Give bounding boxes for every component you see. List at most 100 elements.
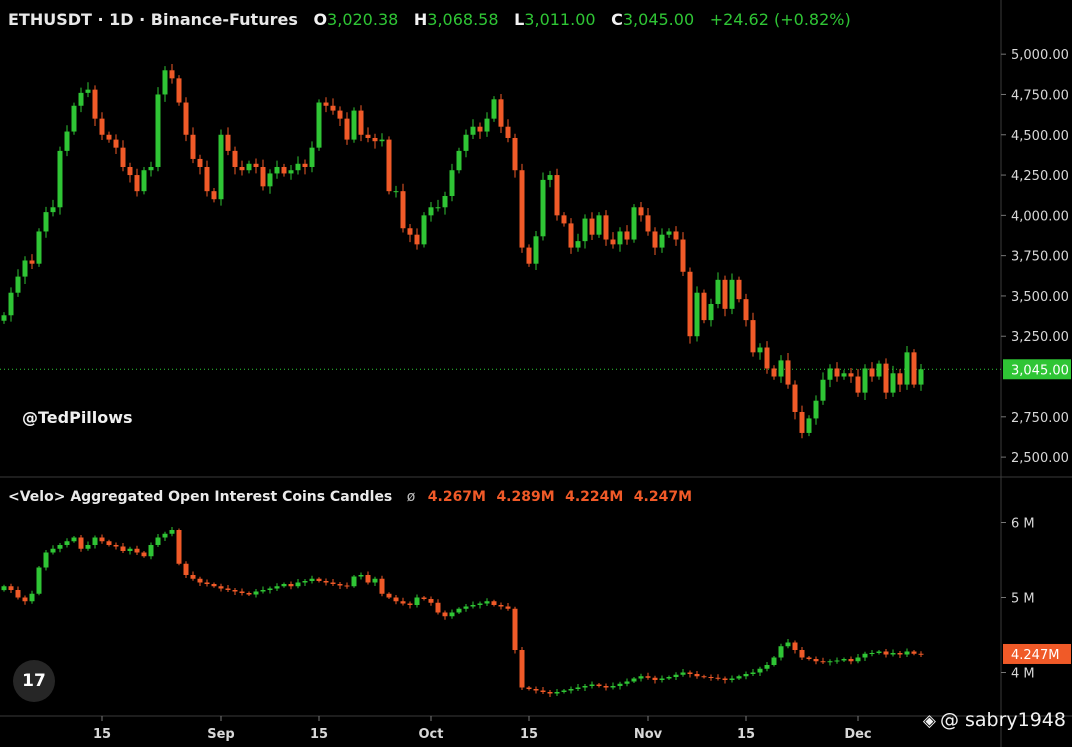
tradingview-logo-icon[interactable]: 17 <box>13 660 55 702</box>
price-y-tick-label: 5,000.00 <box>1011 48 1069 63</box>
oi-candle-body <box>22 597 28 602</box>
oi-candle-body <box>134 548 140 553</box>
price-candle <box>463 129 469 158</box>
indicator-name[interactable]: <Velo> Aggregated Open Interest Coins Ca… <box>8 489 393 505</box>
oi-candle-body <box>792 642 798 650</box>
price-candle-body <box>134 175 140 192</box>
oi-candle-body <box>687 672 693 674</box>
price-candle <box>393 185 399 198</box>
oi-candle <box>603 683 609 691</box>
price-candle <box>680 232 686 276</box>
oi-candle-body <box>246 593 252 595</box>
price-candle-body <box>799 411 805 433</box>
price-candle <box>855 369 861 397</box>
price-candle <box>484 112 490 137</box>
price-candle <box>253 158 259 174</box>
price-y-tick-label: 4,250.00 <box>1011 169 1069 184</box>
oi-candle <box>92 535 98 549</box>
price-candle <box>316 99 322 151</box>
price-candle <box>204 160 210 197</box>
oi-candle <box>15 586 21 600</box>
price-candle <box>659 228 665 253</box>
price-candle-body <box>869 368 875 377</box>
oi-candle-body <box>554 692 560 694</box>
oi-candle <box>701 674 707 679</box>
oi-candle-body <box>1 586 7 591</box>
price-candle-body <box>736 279 742 300</box>
oi-candle-body <box>351 576 357 587</box>
price-candle-body <box>316 102 322 148</box>
oi-candle <box>183 561 189 579</box>
oi-candle <box>22 595 28 605</box>
price-candle <box>568 218 574 254</box>
oi-candle <box>225 584 231 593</box>
oi-candle-body <box>757 668 763 673</box>
price-candle-body <box>876 363 882 377</box>
close-value: 3,045.00 <box>622 10 695 29</box>
oi-candle-body <box>897 653 903 655</box>
x-tick-label: Sep <box>207 727 235 742</box>
price-candle <box>190 127 196 164</box>
price-y-tick-label: 4,000.00 <box>1011 209 1069 224</box>
price-candle-body <box>792 384 798 412</box>
oi-candle <box>533 686 539 694</box>
oi-candle-body <box>820 661 826 663</box>
oi-candle <box>449 609 455 619</box>
price-candle-body <box>246 163 252 171</box>
oi-candle-body <box>239 591 245 593</box>
price-candle <box>785 353 791 389</box>
price-candle <box>92 85 98 127</box>
change-value: +24.62 (+0.82%) <box>709 10 851 29</box>
price-candle-body <box>400 191 406 229</box>
price-candle-body <box>449 170 455 197</box>
price-candle-body <box>295 163 301 171</box>
oi-candle-body <box>365 575 371 583</box>
price-y-tick-label: 3,500.00 <box>1011 290 1069 305</box>
oi-candle <box>729 675 735 683</box>
price-candle <box>694 286 700 342</box>
price-candle-body <box>239 166 245 171</box>
oi-candle <box>855 653 861 664</box>
price-candle <box>491 96 497 122</box>
symbol-header: ETHUSDT · 1D · Binance-Futures O3,020.38… <box>8 10 851 29</box>
oi-candle-body <box>715 677 721 679</box>
oi-candle-body <box>190 575 196 579</box>
oi-candle <box>162 531 168 542</box>
oi-candle <box>631 676 637 684</box>
oi-candle <box>715 674 721 681</box>
price-candle-body <box>211 191 217 200</box>
oi-candle-body <box>729 678 735 680</box>
oi-candle-body <box>666 677 672 679</box>
oi-candle-body <box>484 601 490 604</box>
oi-candle-body <box>120 546 126 551</box>
price-candle <box>456 147 462 174</box>
oi-candle <box>617 681 623 690</box>
price-candle <box>267 169 273 194</box>
oi-candle <box>463 603 469 612</box>
symbol-title[interactable]: ETHUSDT · 1D · Binance-Futures <box>8 10 298 29</box>
oi-candle <box>862 651 868 662</box>
oi-candle <box>330 578 336 587</box>
price-last-value-box <box>1003 359 1071 380</box>
oi-candle-body <box>778 646 784 658</box>
oi-y-tick-label: 6 M <box>1011 517 1035 532</box>
price-candle-body <box>533 236 539 264</box>
oi-candle-body <box>211 584 217 587</box>
price-candle <box>589 212 595 240</box>
oi-candle <box>491 599 497 607</box>
price-candle <box>64 125 70 157</box>
price-candle <box>295 156 301 175</box>
oi-candle-body <box>526 687 532 689</box>
oi-candle <box>610 682 616 690</box>
price-candle <box>596 212 602 238</box>
price-candle-body <box>701 292 707 321</box>
oi-candle-body <box>799 650 805 658</box>
oi-candle <box>1 584 7 592</box>
price-candle <box>358 105 364 142</box>
oi-candle <box>85 541 91 551</box>
oi-candle <box>750 668 756 677</box>
price-candle-body <box>512 137 518 171</box>
indicator-open: 4.267M <box>427 489 486 505</box>
indicator-high: 4.289M <box>496 489 555 505</box>
price-candle <box>211 188 217 203</box>
